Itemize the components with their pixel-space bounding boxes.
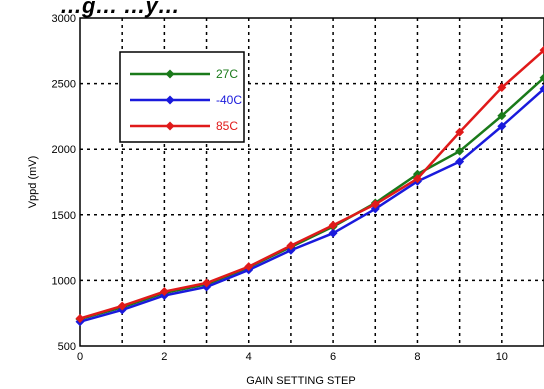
data-point — [497, 111, 507, 121]
data-point — [328, 220, 338, 230]
x-tick-label: 6 — [330, 351, 336, 363]
legend-swatch-marker — [165, 121, 175, 131]
legend-item-85C: 85C — [130, 119, 238, 133]
chart-title-text: …g… …y… — [60, 0, 180, 18]
data-point — [455, 146, 465, 156]
x-tick-label: 0 — [77, 351, 83, 363]
y-tick-label: 2000 — [52, 144, 76, 156]
y-tick-label: 1000 — [52, 275, 76, 287]
legend-label: -40C — [216, 93, 242, 107]
x-tick-label: 10 — [496, 351, 508, 363]
series-layer — [75, 45, 544, 327]
data-point — [370, 199, 380, 209]
y-tick-label: 3000 — [52, 13, 76, 25]
data-point — [244, 262, 254, 272]
legend-label: 85C — [216, 119, 238, 133]
legend-swatch-marker — [165, 95, 175, 105]
legend-item--40C: -40C — [130, 93, 242, 107]
legend-item-27C: 27C — [130, 67, 238, 81]
series-line — [79, 49, 544, 320]
data-point — [455, 157, 465, 167]
y-axis-label: Vppd (mV) — [27, 156, 39, 209]
legend-swatch-marker — [165, 69, 175, 79]
data-point — [75, 313, 85, 323]
data-point — [159, 287, 169, 297]
series-85C — [75, 45, 544, 323]
series-line — [79, 87, 544, 323]
data-point — [328, 228, 338, 238]
y-tick-label: 1500 — [52, 210, 76, 222]
data-point — [202, 278, 212, 288]
x-tick-label: 8 — [414, 351, 420, 363]
legend: 27C -40C 85C — [119, 51, 245, 143]
x-axis-label: GAIN SETTING STEP — [246, 375, 355, 387]
data-point — [455, 127, 465, 137]
data-point — [117, 301, 127, 311]
x-tick-label: 2 — [161, 351, 167, 363]
y-axis-ticks: 500 1000 1500 2000 2500 3000 — [52, 13, 76, 353]
data-point — [497, 121, 507, 131]
data-point — [412, 174, 422, 184]
data-point — [539, 73, 544, 83]
y-tick-label: 500 — [58, 341, 76, 353]
y-tick-label: 2500 — [52, 79, 76, 91]
data-point — [539, 45, 544, 55]
chart-title-area: …g… …y… — [60, 0, 180, 18]
chart-title: …g… …y… — [60, 0, 180, 18]
data-point — [286, 241, 296, 251]
data-point — [497, 83, 507, 93]
data-point — [539, 84, 544, 94]
x-axis-ticks: 0 2 4 6 8 10 — [77, 351, 508, 363]
legend-label: 27C — [216, 67, 238, 81]
x-tick-label: 4 — [246, 351, 252, 363]
